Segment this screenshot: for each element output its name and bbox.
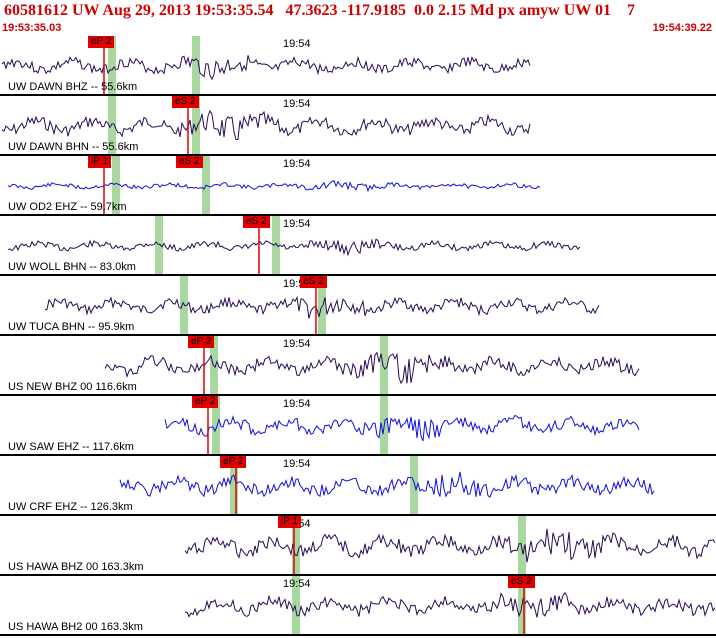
time-window-band: [108, 36, 116, 94]
station-channel-label: UW DAWN BHZ -- 55.6km: [8, 81, 138, 93]
phase-pick-tag[interactable]: iP 1: [278, 516, 302, 528]
phase-pick-tag[interactable]: eP 2: [192, 396, 219, 408]
station-channel-label: UW WOLL BHN -- 83.0km: [8, 261, 136, 273]
phase-pick-tag[interactable]: eP 2: [188, 336, 215, 348]
phase-pick-tag[interactable]: eS 2: [300, 276, 327, 288]
trace-panel[interactable]: 19:54 eP 2 UW SAW EHZ -- 117.6km: [0, 396, 716, 456]
time-window-band: [108, 96, 116, 154]
trace-panel[interactable]: 19:54 eP 2 UW DAWN BHZ -- 55.6km: [0, 36, 716, 96]
seismic-trace: [1, 55, 531, 81]
time-window-band: [292, 516, 300, 574]
waveform-plot: [104, 336, 640, 394]
seismic-trace: [119, 471, 655, 498]
station-channel-label: US NEW BHZ 00 116.6km: [8, 381, 137, 393]
seismic-trace: [164, 414, 640, 442]
seismogram-panels: 19:54 eP 2 UW DAWN BHZ -- 55.6km 19:54 eS 2…: [0, 36, 716, 638]
minute-marker-label: 19:54: [283, 38, 311, 50]
trace-panel[interactable]: 19:54 eP 2 US NEW BHZ 00 116.6km: [0, 336, 716, 396]
time-window-band: [410, 456, 418, 514]
trace-panel[interactable]: 19:54 iP 1 eS 2 UW OD2 EHZ -- 59.7km: [0, 156, 716, 216]
waveform-plot: [7, 216, 581, 274]
station-channel-label: UW OD2 EHZ -- 59.7km: [8, 201, 127, 213]
waveform-plot: [44, 276, 600, 334]
seismic-trace: [184, 591, 716, 618]
station-channel-label: UW DAWN BHN -- 55.6km: [8, 141, 139, 153]
time-window-band: [155, 216, 163, 274]
phase-pick-tag[interactable]: eS 2: [176, 156, 203, 168]
waveform-plot: [7, 156, 541, 214]
waveform-plot: [119, 456, 655, 514]
waveform-plot: [1, 36, 531, 94]
start-time: 19:53:35.03: [2, 22, 62, 34]
time-window-band: [318, 276, 326, 334]
seismic-trace: [1, 109, 531, 141]
seismic-trace: [44, 295, 600, 319]
time-window-band: [230, 456, 238, 514]
minute-marker-label: 19:54: [283, 158, 311, 170]
trace-panel[interactable]: 19:54 eS 2 UW WOLL BHN -- 83.0km: [0, 216, 716, 276]
minute-marker-label: 19:54: [283, 338, 311, 350]
minute-marker-label: 19:54: [283, 98, 311, 110]
waveform-plot: [1, 96, 531, 154]
phase-pick-tag[interactable]: eS 2: [172, 96, 199, 108]
minute-marker-label: 19:54: [283, 218, 311, 230]
phase-pick-tag[interactable]: eP 2: [88, 36, 115, 48]
time-window-band: [192, 36, 200, 94]
seismic-trace: [104, 351, 640, 385]
seismic-trace: [184, 528, 716, 563]
time-window-band: [272, 216, 280, 274]
waveform-plot: [184, 576, 716, 634]
trace-panel[interactable]: 19:54 eS 2 US HAWA BH2 00 163.3km: [0, 576, 716, 636]
end-time: 19:54:39.22: [652, 22, 712, 34]
time-window-band: [192, 96, 200, 154]
trace-panel[interactable]: 19:54 eS 2 UW TUCA BHN -- 95.9km: [0, 276, 716, 336]
minute-marker-label: 19:54: [283, 578, 311, 590]
time-window-band: [112, 156, 120, 214]
phase-pick-tag[interactable]: eS 2: [243, 216, 270, 228]
station-channel-label: US HAWA BH2 00 163.3km: [8, 621, 143, 633]
time-window-band: [210, 336, 218, 394]
phase-pick-tag[interactable]: iP 1: [88, 156, 112, 168]
waveform-plot: [164, 396, 640, 454]
waveform-plot: [184, 516, 716, 574]
minute-marker-label: 19:54: [283, 398, 311, 410]
time-window-band: [518, 516, 526, 574]
seismic-trace: [7, 238, 581, 257]
time-window-band: [212, 396, 220, 454]
station-channel-label: UW SAW EHZ -- 117.6km: [8, 441, 134, 453]
header: 60581612 UW Aug 29, 2013 19:53:35.54 47.…: [0, 0, 716, 36]
station-channel-label: US HAWA BHZ 00 163.3km: [8, 561, 144, 573]
phase-pick-tag[interactable]: eP 2: [220, 456, 247, 468]
seismic-trace: [7, 180, 541, 193]
time-window-band: [380, 336, 388, 394]
minute-marker-label: 19:54: [283, 458, 311, 470]
station-channel-label: UW CRF EHZ -- 126.3km: [8, 501, 133, 513]
trace-panel[interactable]: 19:54 eS 2 UW DAWN BHN -- 55.6km: [0, 96, 716, 156]
time-window-band: [292, 576, 300, 634]
phase-pick-tag[interactable]: eS 2: [508, 576, 535, 588]
trace-panel[interactable]: 19:54 eP 2 UW CRF EHZ -- 126.3km: [0, 456, 716, 516]
event-title: 60581612 UW Aug 29, 2013 19:53:35.54 47.…: [4, 2, 635, 19]
station-channel-label: UW TUCA BHN -- 95.9km: [8, 321, 135, 333]
